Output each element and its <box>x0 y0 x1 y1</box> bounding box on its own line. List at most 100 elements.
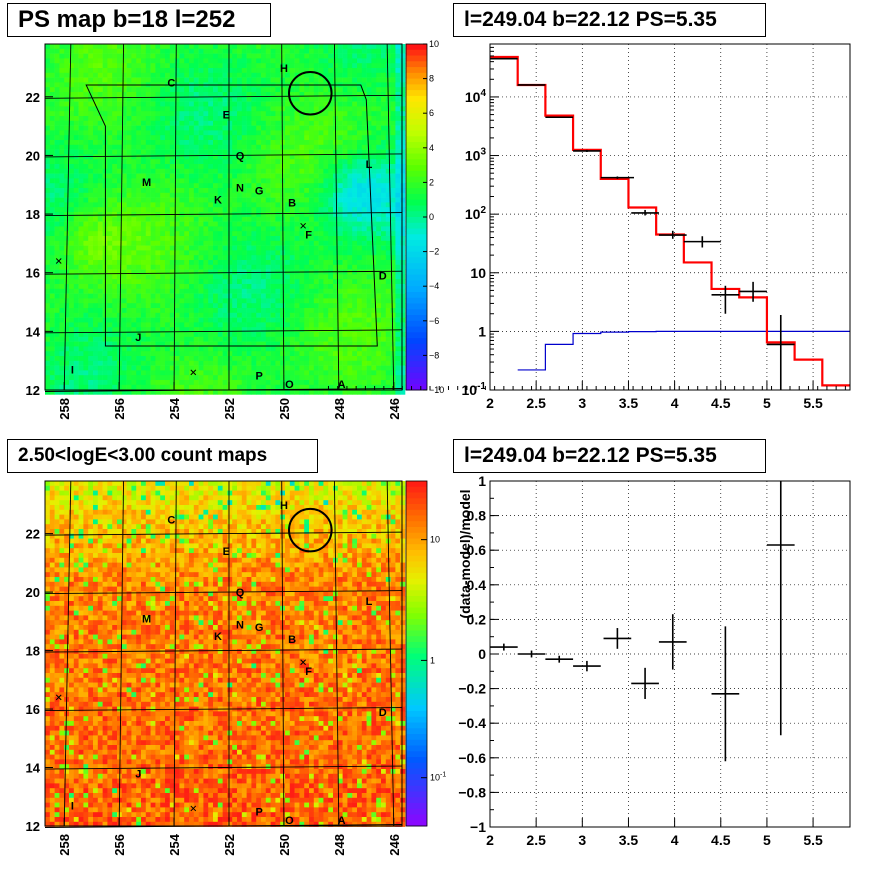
map-pixel <box>155 317 161 323</box>
map-pixel <box>246 164 252 170</box>
map-pixel <box>150 279 156 285</box>
map-pixel <box>93 293 99 299</box>
map-pixel <box>117 260 123 266</box>
map-pixel <box>126 173 132 179</box>
map-pixel <box>93 240 99 246</box>
map-pixel <box>141 77 147 83</box>
map-pixel <box>366 140 372 146</box>
map-pixel <box>126 260 132 266</box>
map-pixel <box>107 236 113 242</box>
map-pixel <box>69 346 75 352</box>
map-pixel <box>222 207 228 213</box>
map-pixel <box>299 274 305 280</box>
map-pixel <box>318 332 324 338</box>
map-pixel <box>371 351 377 357</box>
map-pixel <box>371 144 377 150</box>
map-pixel <box>381 322 387 328</box>
map-pixel <box>160 264 166 270</box>
map-pixel <box>217 173 223 179</box>
map-pixel <box>342 245 348 251</box>
map-pixel <box>83 178 89 184</box>
map-pixel <box>213 322 219 328</box>
map-pixel <box>174 317 180 323</box>
map-pixel <box>309 87 315 93</box>
map-pixel <box>390 226 396 232</box>
map-pixel <box>289 216 295 222</box>
map-pixel <box>93 140 99 146</box>
map-pixel <box>155 173 161 179</box>
map-pixel <box>93 351 99 357</box>
map-pixel <box>88 322 94 328</box>
map-pixel <box>261 250 267 256</box>
map-pixel <box>203 308 209 314</box>
map-pixel <box>184 53 190 59</box>
map-pixel <box>299 116 305 122</box>
map-pixel <box>385 308 391 314</box>
map-pixel <box>45 269 51 275</box>
map-pixel <box>198 48 204 54</box>
map-pixel <box>59 72 65 78</box>
map-pixel <box>232 284 238 290</box>
map-pixel <box>150 226 156 232</box>
map-pixel <box>64 288 70 294</box>
map-pixel <box>256 44 262 50</box>
map-pixel <box>213 240 219 246</box>
map-pixel <box>73 183 79 189</box>
map-pixel <box>265 207 271 213</box>
map-pixel <box>160 72 166 78</box>
map-pixel <box>189 226 195 232</box>
map-pixel <box>299 106 305 112</box>
map-pixel <box>289 164 295 170</box>
map-pixel <box>400 288 406 294</box>
map-pixel <box>136 293 142 299</box>
map-pixel <box>126 332 132 338</box>
map-pixel <box>165 159 171 165</box>
map-pixel <box>49 135 55 141</box>
map-pixel <box>275 149 281 155</box>
map-pixel <box>165 168 171 174</box>
map-pixel <box>294 92 300 98</box>
map-pixel <box>347 298 353 304</box>
map-pixel <box>126 202 132 208</box>
map-pixel <box>280 336 286 342</box>
map-pixel <box>73 356 79 362</box>
map-pixel <box>179 192 185 198</box>
map-pixel <box>237 260 243 266</box>
map-pixel <box>69 164 75 170</box>
map-pixel <box>347 159 353 165</box>
map-pixel <box>45 207 51 213</box>
map-pixel <box>342 58 348 64</box>
map-pixel <box>352 87 358 93</box>
map-pixel <box>165 308 171 314</box>
map-pixel <box>294 260 300 266</box>
map-pixel <box>261 149 267 155</box>
map-pixel <box>189 255 195 261</box>
map-pixel <box>93 68 99 74</box>
map-pixel <box>217 264 223 270</box>
map-pixel <box>141 231 147 237</box>
map-pixel <box>208 77 214 83</box>
map-pixel <box>160 197 166 203</box>
map-pixel <box>222 226 228 232</box>
map-pixel <box>121 111 127 117</box>
map-pixel <box>381 130 387 136</box>
map-pixel <box>208 159 214 165</box>
map-pixel <box>169 140 175 146</box>
map-pixel <box>112 192 118 198</box>
map-pixel <box>126 192 132 198</box>
map-pixel <box>275 106 281 112</box>
map-pixel <box>64 92 70 98</box>
map-pixel <box>165 226 171 232</box>
map-pixel <box>366 221 372 227</box>
map-pixel <box>270 106 276 112</box>
map-pixel <box>395 322 401 328</box>
map-pixel <box>117 140 123 146</box>
map-pixel <box>49 274 55 280</box>
map-pixel <box>179 360 185 366</box>
map-pixel <box>184 101 190 107</box>
map-pixel <box>145 135 151 141</box>
map-pixel <box>121 120 127 126</box>
map-pixel <box>117 269 123 275</box>
map-pixel <box>342 274 348 280</box>
map-pixel <box>64 82 70 88</box>
